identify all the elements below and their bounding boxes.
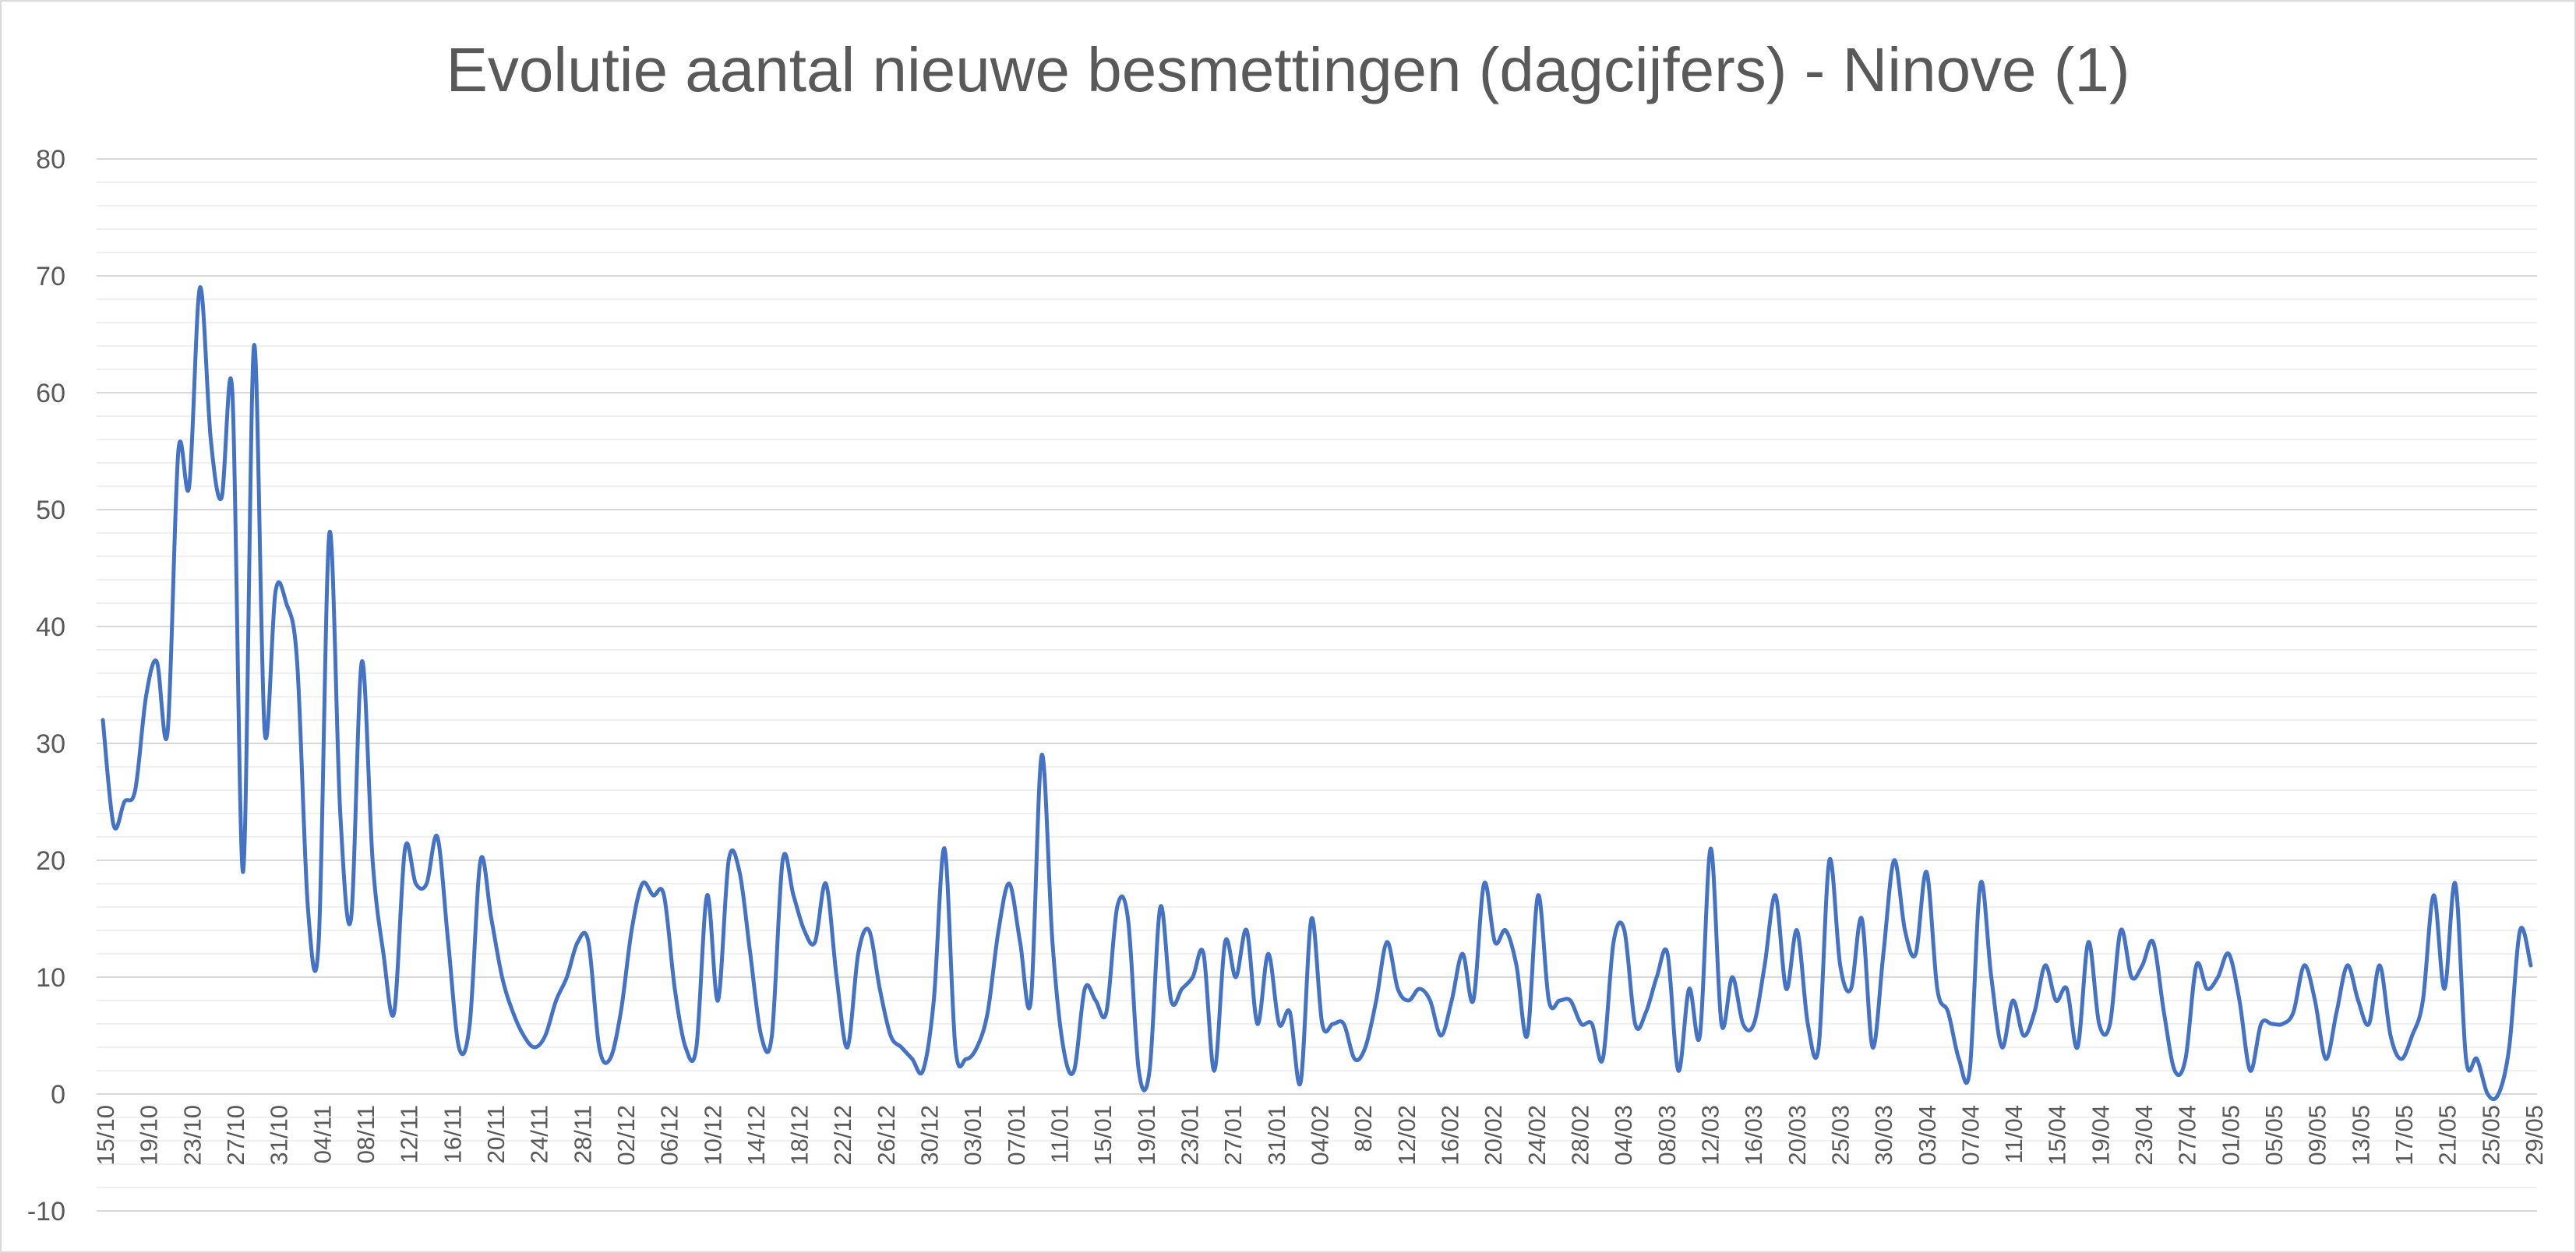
x-tick-label: 07/01: [1003, 1105, 1030, 1166]
x-tick-label: 05/05: [2260, 1105, 2288, 1166]
x-tick-label: 09/05: [2304, 1105, 2331, 1166]
x-tick-label: 07/04: [1957, 1105, 1984, 1166]
y-tick-label: -10: [27, 1197, 65, 1227]
x-tick-label: 28/11: [569, 1105, 596, 1163]
y-tick-label: 20: [36, 846, 65, 876]
x-tick-label: 01/05: [2217, 1105, 2244, 1166]
x-tick-label: 25/05: [2477, 1105, 2504, 1166]
x-tick-label: 28/02: [1567, 1105, 1594, 1166]
x-tick-label: 08/11: [352, 1105, 379, 1163]
x-tick-label: 18/12: [786, 1105, 813, 1166]
y-tick-label: 40: [36, 612, 65, 642]
x-tick-label: 23/01: [1177, 1105, 1204, 1166]
x-tick-label: 22/12: [829, 1105, 856, 1166]
x-tick-label: 20/03: [1784, 1105, 1811, 1166]
x-axis-tick-labels: 15/10 19/10 23/10 27/10 31/10 04/11 08/11 12/11…: [92, 1105, 2548, 1166]
x-tick-label: 08/03: [1653, 1105, 1681, 1166]
chart-title: Evolutie aantal nieuwe besmettingen (dag…: [446, 35, 2130, 104]
x-tick-label: 26/12: [873, 1105, 900, 1166]
x-tick-label: 11/01: [1046, 1105, 1074, 1163]
y-tick-label: 70: [36, 262, 65, 291]
x-tick-label: 12/03: [1696, 1105, 1724, 1166]
x-tick-label: 20/11: [482, 1105, 510, 1163]
y-tick-label: 10: [36, 963, 65, 993]
x-tick-label: 15/01: [1089, 1105, 1117, 1166]
x-tick-label: 14/12: [743, 1105, 770, 1166]
x-tick-label: 04/03: [1610, 1105, 1637, 1166]
x-tick-label: 13/05: [2347, 1105, 2374, 1166]
x-tick-label: 15/10: [92, 1105, 119, 1166]
x-tick-label: 27/04: [2174, 1105, 2201, 1166]
x-tick-label: 24/11: [526, 1105, 553, 1163]
y-tick-label: 30: [36, 729, 65, 759]
gridlines: [97, 158, 2537, 1212]
x-tick-label: 03/01: [959, 1105, 986, 1166]
x-tick-label: 10/12: [699, 1105, 726, 1166]
y-tick-label: 50: [36, 496, 65, 525]
series-line: [101, 285, 2533, 1102]
x-tick-label: 8/02: [1350, 1105, 1377, 1152]
x-tick-label: 23/04: [2130, 1105, 2158, 1166]
x-tick-label: 25/03: [1826, 1105, 1854, 1166]
x-tick-label: 16/03: [1740, 1105, 1767, 1166]
x-tick-label: 11/04: [2000, 1105, 2027, 1163]
x-tick-label: 29/05: [2521, 1105, 2548, 1166]
x-tick-label: 24/02: [1523, 1105, 1551, 1166]
y-tick-label: 80: [36, 145, 65, 175]
x-tick-label: 16/02: [1437, 1105, 1464, 1166]
x-tick-label: 21/05: [2434, 1105, 2461, 1166]
x-tick-label: 04/11: [309, 1105, 336, 1163]
y-tick-label: 0: [51, 1080, 65, 1110]
x-tick-label: 15/04: [2044, 1105, 2071, 1166]
x-tick-label: 03/04: [1914, 1105, 1941, 1166]
x-tick-label: 02/12: [612, 1105, 640, 1166]
x-tick-label: 12/02: [1393, 1105, 1420, 1166]
y-axis-tick-labels: -10 0 10 20 30 40 50 60 70 80: [27, 145, 65, 1227]
x-tick-label: 16/11: [439, 1105, 466, 1163]
series-layer: [101, 285, 2533, 1102]
x-tick-label: 06/12: [656, 1105, 683, 1166]
x-tick-label: 19/10: [136, 1105, 163, 1166]
x-tick-label: 27/01: [1219, 1105, 1247, 1166]
x-tick-label: 27/10: [222, 1105, 249, 1166]
x-tick-label: 31/10: [266, 1105, 293, 1166]
x-tick-label: 30/12: [916, 1105, 944, 1166]
y-tick-label: 60: [36, 379, 65, 408]
x-tick-label: 19/01: [1133, 1105, 1160, 1166]
x-tick-label: 19/04: [2087, 1105, 2114, 1166]
x-tick-label: 12/11: [396, 1105, 423, 1163]
x-tick-label: 20/02: [1480, 1105, 1507, 1166]
x-tick-label: 30/03: [1870, 1105, 1897, 1166]
x-tick-label: 23/10: [178, 1105, 206, 1166]
x-tick-label: 31/01: [1263, 1105, 1290, 1166]
x-tick-label: 04/02: [1307, 1105, 1334, 1166]
x-tick-label: 17/05: [2391, 1105, 2418, 1166]
